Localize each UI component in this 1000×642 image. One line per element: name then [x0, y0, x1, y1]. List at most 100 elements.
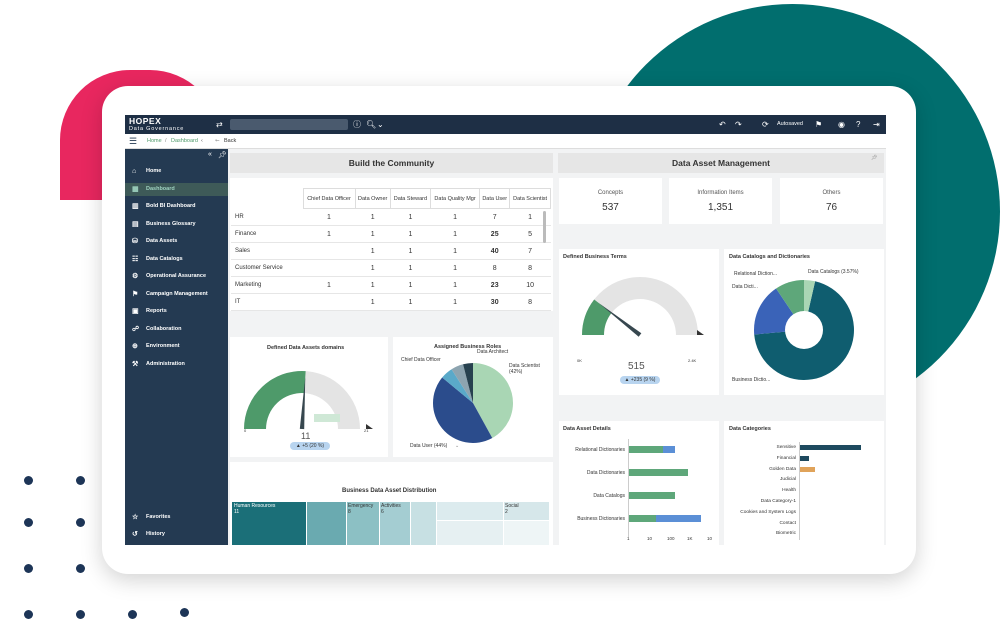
kpi-others[interactable]: Others 76: [780, 178, 883, 224]
table-cell: 1: [355, 225, 391, 243]
roles-pie: [433, 363, 513, 443]
terms-gauge-min: 0K: [577, 358, 582, 363]
logout-icon[interactable]: ⇥: [873, 120, 880, 129]
gauge-target: [314, 414, 340, 422]
table-row[interactable]: IT 1 1 1 30 8: [231, 293, 551, 311]
brand-name: HOPEX: [129, 116, 162, 126]
domains-gauge-badge: ▲ +5 (20 %): [290, 442, 330, 450]
notifications-icon[interactable]: ⚑: [815, 120, 823, 129]
tick-label: 1K: [687, 536, 693, 541]
sidebar: « 📌︎ ⌂ Home ▦ Dashboard ▥ Bold BI Dashboard ▤ B…: [125, 149, 228, 545]
chevron-down-icon[interactable]: ⌄: [455, 443, 460, 449]
help-icon[interactable]: ?: [856, 120, 861, 129]
pin-icon[interactable]: 📌︎: [218, 152, 227, 159]
sidebar-item-data-assets[interactable]: ⛁ Data Assets: [125, 235, 228, 248]
column-header: Data Scientist: [509, 188, 551, 209]
sidebar-item-operational-assurance[interactable]: ⚙ Operational Assurance: [125, 270, 228, 283]
user-icon[interactable]: ◉: [838, 120, 845, 129]
bar-green[interactable]: [629, 469, 689, 476]
sidebar-item-label: Dashboard: [146, 185, 175, 192]
table-cell: 1: [390, 225, 431, 243]
row-label: IT: [231, 293, 303, 311]
sidebar-item-home[interactable]: ⌂ Home: [125, 165, 228, 178]
bar-label: Data Dictionaries: [586, 470, 625, 476]
sidebar-item-label: Collaboration: [146, 325, 182, 332]
app-window: HOPEX Data Governance ⇄ ⓘ 🔍︎ ⌄ ↶ ↷ ⟳ Aut…: [125, 115, 886, 545]
asset-details-title: Data Asset Details: [563, 426, 611, 432]
kpi-information-items[interactable]: Information Items 1,351: [669, 178, 772, 224]
category-label: Judicial: [780, 477, 796, 483]
treemap-label-social: Social: [505, 503, 519, 509]
bar-blue[interactable]: [662, 446, 676, 453]
sidebar-item-dashboard[interactable]: ▦ Dashboard: [125, 182, 228, 196]
breadcrumb: ☰ Home / Dashboard ‹ ⇽ Back: [125, 134, 886, 149]
table-scrollbar[interactable]: [543, 211, 546, 243]
category-bar[interactable]: [800, 445, 861, 450]
table-cell: 8: [509, 259, 551, 277]
bar-green[interactable]: [629, 492, 675, 499]
table-row[interactable]: Customer Service 1 1 1 8 8: [231, 259, 551, 277]
sidebar-item-business-glossary[interactable]: ▤ Business Glossary: [125, 218, 228, 231]
swap-icon[interactable]: ⇄: [216, 120, 223, 129]
table-row[interactable]: HR 1 1 1 1 7 1: [231, 208, 551, 226]
table-corner: [231, 189, 303, 209]
kpi-concepts[interactable]: Concepts 537: [559, 178, 662, 224]
sidebar-item-campaign-management[interactable]: ⚑ Campaign Management: [125, 288, 228, 301]
treemap-tile[interactable]: [307, 502, 346, 545]
table-row[interactable]: Sales 1 1 1 40 7: [231, 242, 551, 260]
undo-icon[interactable]: ↶: [719, 120, 726, 129]
category-label: Golden Data: [769, 466, 796, 472]
sidebar-item-administration[interactable]: ⚒ Administration: [125, 358, 228, 371]
treemap-value-emergency: 8: [348, 509, 351, 515]
categories-panel: [724, 421, 884, 545]
menu-icon[interactable]: ☰: [129, 136, 138, 146]
breadcrumb-home[interactable]: Home: [147, 138, 162, 144]
back-link[interactable]: Back: [224, 138, 237, 144]
treemap-value-social: 2: [505, 509, 508, 515]
treemap-tile[interactable]: [504, 521, 549, 545]
table-cell: 1: [303, 276, 356, 294]
bar-green[interactable]: [629, 515, 657, 522]
domains-badge-text: +5 (20 %): [302, 443, 325, 449]
back-arrow-icon[interactable]: ⇽: [215, 138, 220, 144]
sidebar-item-history[interactable]: ↺ History: [125, 528, 228, 541]
treemap-tile[interactable]: [437, 521, 503, 545]
community-header: Build the Community: [230, 153, 553, 173]
category-bar[interactable]: [800, 466, 816, 472]
collapse-sidebar-icon[interactable]: «: [208, 151, 212, 158]
search-icon[interactable]: 🔍︎: [366, 120, 377, 129]
chevron-down-icon[interactable]: ⌄: [377, 120, 384, 129]
sidebar-item-collaboration[interactable]: ☍ Collaboration: [125, 323, 228, 336]
bar-blue[interactable]: [656, 515, 701, 522]
pin-icon[interactable]: 📌︎: [871, 155, 878, 161]
treemap-tile-emergency[interactable]: Emergency 8: [347, 502, 379, 545]
gauge-needle: [598, 303, 642, 337]
roles-label-scientist: Data Scientist (42%): [509, 363, 540, 375]
table-cell: [303, 259, 356, 277]
table-row[interactable]: Marketing 1 1 1 1 23 10: [231, 276, 551, 294]
category-bar[interactable]: [800, 455, 810, 461]
redo-icon[interactable]: ↷: [735, 120, 742, 129]
search-input[interactable]: [230, 119, 348, 130]
collapse-icon[interactable]: ‹: [201, 138, 203, 144]
sidebar-item-reports[interactable]: ▣ Reports: [125, 305, 228, 318]
treemap-tile-activities[interactable]: Activities 6: [380, 502, 410, 545]
domains-gauge-max: 21: [364, 428, 369, 433]
sidebar-item-label: Administration: [146, 360, 185, 367]
refresh-icon[interactable]: ⟳: [762, 120, 769, 129]
treemap-tile[interactable]: [437, 502, 503, 520]
treemap-tile[interactable]: [411, 502, 436, 545]
treemap-tile-hr[interactable]: Human Resources 11: [232, 502, 306, 545]
treemap-tile-social[interactable]: Social 2: [504, 502, 549, 520]
tick-label: 100: [667, 536, 675, 541]
sidebar-item-favorites[interactable]: ☆ Favorites: [125, 511, 228, 524]
decorative-dot: [180, 608, 189, 617]
sidebar-item-data-catalogs[interactable]: ☷ Data Catalogs: [125, 253, 228, 266]
sidebar-item-bold-bi-dashboard[interactable]: ▥ Bold BI Dashboard: [125, 200, 228, 213]
column-header: Data Steward: [389, 188, 431, 209]
info-icon[interactable]: ⓘ: [353, 120, 361, 129]
sidebar-item-environment[interactable]: ⊕ Environment: [125, 340, 228, 353]
table-cell: 1: [430, 225, 480, 243]
table-row[interactable]: Finance 1 1 1 1 25 5: [231, 225, 551, 243]
bar-green[interactable]: [629, 446, 663, 453]
